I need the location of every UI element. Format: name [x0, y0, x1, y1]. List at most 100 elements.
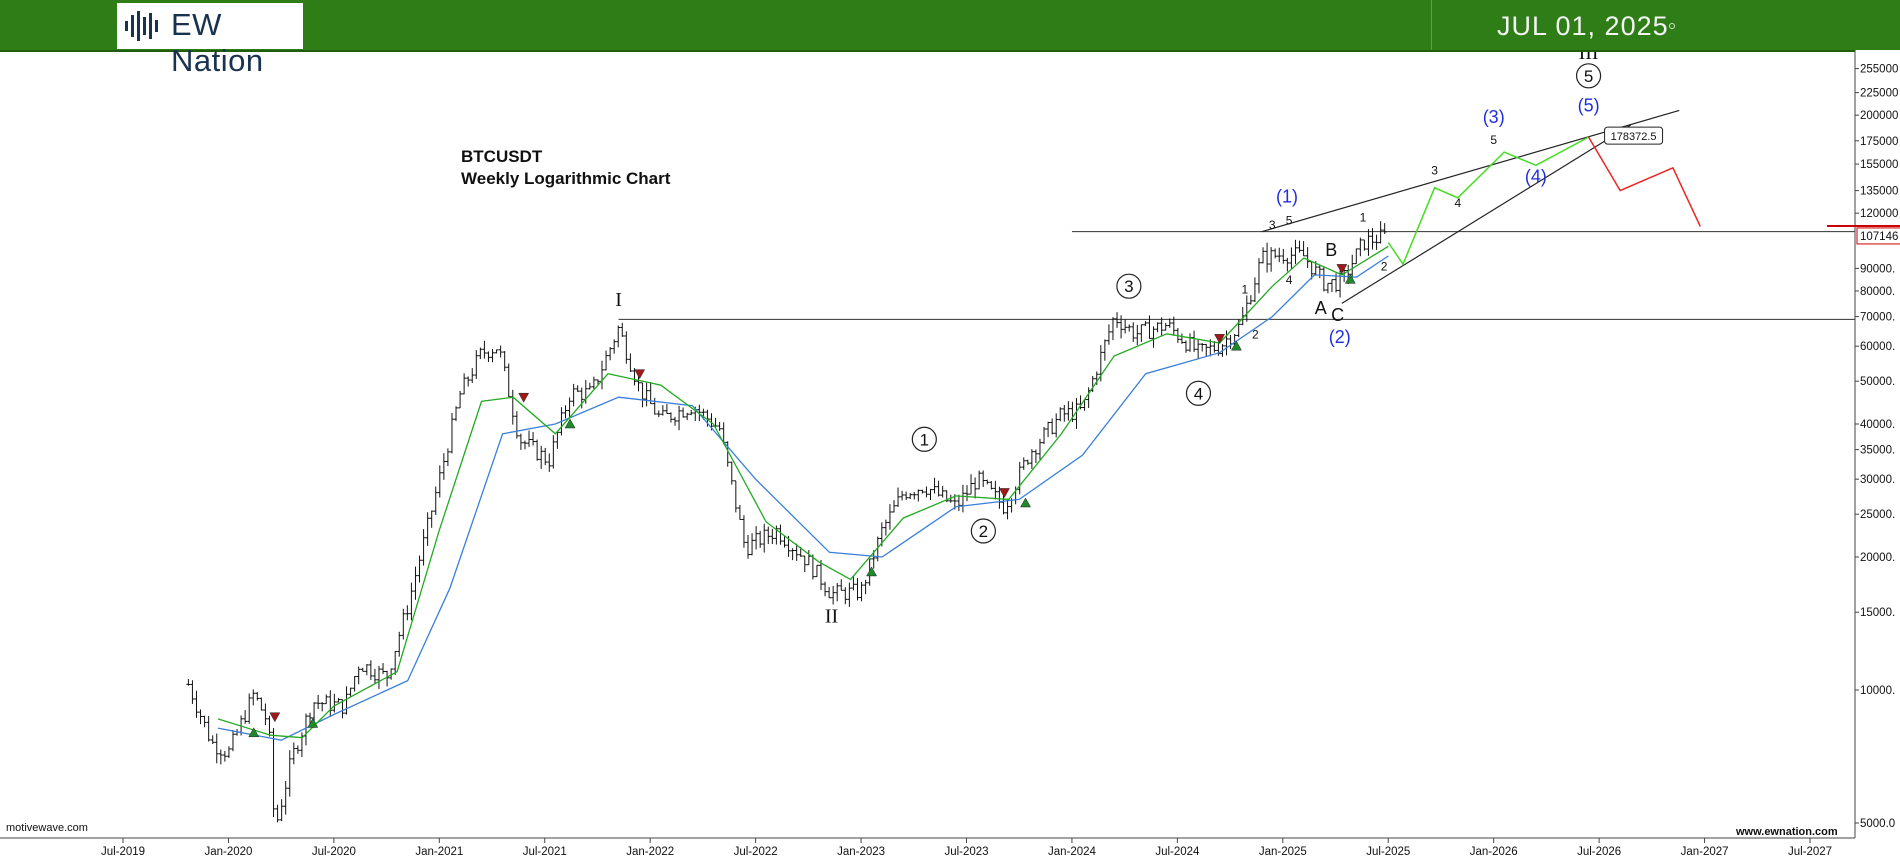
buy-triangle-icon: [1020, 497, 1031, 508]
buy-triangle-icon: [866, 566, 878, 577]
bull-projection-line: [1387, 136, 1589, 266]
wave-circle-marker: [911, 426, 937, 452]
wave-label-circle: 1: [920, 430, 929, 449]
wave-label-circle: 2: [979, 522, 988, 541]
sell-triangle-icon: [518, 392, 530, 403]
wave-label-small: 2: [1381, 260, 1388, 274]
logo: EW Nation: [117, 3, 303, 78]
y-tick-label: 175000: [1860, 136, 1898, 148]
bear-projection-line: [1587, 136, 1701, 227]
chart-title-subtitle: Weekly Logarithmic Chart: [461, 169, 671, 188]
sell-triangle-icon: [1214, 334, 1225, 344]
y-tick-label: 60000.: [1860, 341, 1895, 353]
ema-fast-line: [217, 245, 1389, 739]
x-tick-label: Jul-2027: [1788, 846, 1832, 858]
y-tick-label: 5000.0: [1860, 818, 1895, 830]
x-tick-label: Jul-2019: [101, 846, 145, 858]
logo-text: EW Nation: [171, 7, 264, 78]
y-tick-label: 35000.: [1860, 445, 1895, 457]
current-price-label: 107146: [1860, 231, 1898, 243]
y-tick-label: 120000: [1860, 208, 1898, 220]
wave-label-letter: B: [1325, 240, 1337, 260]
candles-group: [186, 221, 1387, 823]
x-tick-label: Jan-2024: [1048, 846, 1097, 858]
y-tick-label: 155000: [1860, 159, 1898, 171]
dot-icon: [1669, 23, 1675, 29]
ema-slow-line: [217, 255, 1389, 741]
buy-triangle-icon: [307, 717, 319, 728]
target-price-label: 178372.5: [1611, 131, 1657, 143]
wave-label-circle: 5: [1584, 67, 1593, 86]
wave-label-letter: C: [1331, 305, 1344, 325]
buy-triangle-icon: [1230, 340, 1242, 351]
y-tick-label: 135000: [1860, 186, 1898, 198]
sell-triangle-icon: [634, 369, 646, 380]
sell-triangle-icon: [999, 488, 1010, 498]
wave-circle-marker: [1185, 380, 1212, 406]
wave-label-letter: A: [1315, 298, 1327, 318]
x-tick-label: Jul-2023: [944, 846, 988, 858]
chart-title-symbol: BTCUSDT: [461, 147, 543, 166]
x-tick-label: Jul-2020: [312, 846, 356, 858]
header-divider: [0, 50, 1855, 52]
wave-label-small: 5: [1490, 133, 1497, 147]
wave-label-blue: (2): [1329, 327, 1351, 347]
wave-circle-marker: [1116, 273, 1142, 299]
wave-label-small: 1: [1360, 210, 1367, 224]
x-tick-label: Jan-2022: [626, 846, 674, 858]
wave-label-small: 4: [1286, 273, 1293, 287]
x-tick-label: Jan-2025: [1259, 846, 1307, 858]
wave-label-small: 4: [1454, 196, 1461, 210]
y-tick-label: 70000.: [1860, 312, 1895, 324]
x-tick-label: Jul-2026: [1577, 846, 1621, 858]
wave-label-small: 2: [1252, 327, 1259, 341]
wave-label-small: 3: [1431, 163, 1438, 177]
wave-label-small: 1: [1242, 282, 1249, 296]
channel-line: [1341, 124, 1632, 304]
sell-triangle-icon: [269, 712, 281, 723]
x-tick-label: Jul-2025: [1366, 846, 1410, 858]
wave-label-blue: (3): [1483, 107, 1505, 127]
y-tick-label: 225000: [1860, 88, 1898, 100]
footer-website: www.ewnation.com: [1736, 826, 1838, 838]
chart-date: JUL 01, 2025: [1497, 11, 1669, 41]
current-price-box: [1856, 227, 1900, 245]
wave-label-circle: 3: [1124, 277, 1133, 296]
x-tick-label: Jan-2020: [204, 846, 252, 858]
y-tick-label: 10000.: [1860, 685, 1895, 697]
wave-label-circle: 4: [1194, 384, 1203, 403]
y-tick-label: 20000.: [1860, 552, 1895, 564]
wave-label-small: 3: [1269, 218, 1276, 232]
x-tick-label: Jan-2027: [1681, 846, 1729, 858]
sell-triangle-icon: [1336, 264, 1348, 274]
y-tick-label: 80000.: [1860, 286, 1895, 298]
x-tick-label: Jul-2021: [523, 846, 567, 858]
x-tick-label: Jul-2024: [1155, 846, 1200, 858]
wave-label-blue: (1): [1276, 186, 1298, 206]
y-tick-label: 15000.: [1860, 607, 1895, 619]
y-tick-label: 25000.: [1860, 509, 1895, 521]
wave-circle-marker: [970, 518, 996, 544]
wave-circle-marker: [1575, 63, 1602, 89]
wave-label-small: 5: [1286, 214, 1293, 228]
buy-triangle-icon: [1344, 273, 1356, 284]
x-tick-label: Jul-2022: [734, 846, 778, 858]
chart-title: BTCUSDT Weekly Logarithmic Chart: [461, 146, 670, 190]
y-tick-label: 90000.: [1860, 263, 1895, 275]
wave-label-roman: II: [825, 606, 838, 628]
date-panel: JUL 01, 2025: [1431, 0, 1856, 50]
y-tick-label: 200000: [1860, 110, 1898, 122]
wave-label-roman: I: [615, 289, 622, 311]
buy-triangle-icon: [248, 727, 260, 738]
x-tick-label: Jan-2021: [415, 846, 463, 858]
wave-label-blue: (5): [1578, 95, 1600, 115]
y-tick-label: 30000.: [1860, 474, 1895, 486]
target-price-box: [1604, 126, 1664, 145]
x-tick-label: Jan-2026: [1470, 846, 1518, 858]
y-tick-label: 40000.: [1860, 419, 1895, 431]
footer-source: motivewave.com: [6, 822, 88, 834]
x-tick-label: Jan-2023: [837, 846, 885, 858]
wave-label-blue: (4): [1525, 166, 1547, 186]
buy-triangle-icon: [564, 418, 576, 429]
